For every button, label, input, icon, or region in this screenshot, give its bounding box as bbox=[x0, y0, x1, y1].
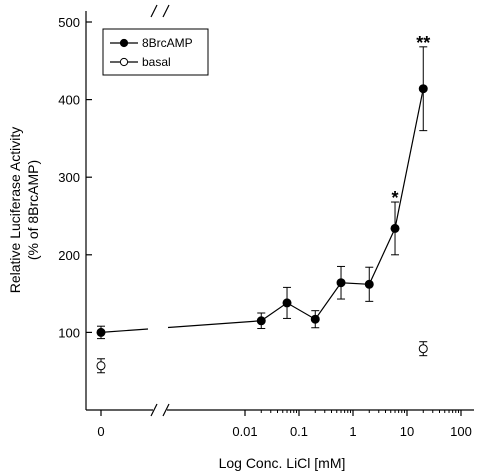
top-axis-break-slash-2 bbox=[162, 4, 170, 18]
axes bbox=[85, 4, 474, 417]
x-axis-ticks: 0 0.01 0.1 1 10 100 bbox=[97, 410, 472, 439]
x-tick-label: 10 bbox=[400, 424, 414, 439]
y-tick-label: 200 bbox=[58, 248, 80, 263]
top-axis-break-slash-1 bbox=[150, 4, 158, 18]
series-8brcamp-point bbox=[336, 278, 346, 288]
series-layer bbox=[96, 46, 428, 374]
y-axis-title-line2: (% of 8BrcAMP) bbox=[25, 160, 41, 260]
legend-8brcamp-label: 8BrcAMP bbox=[142, 36, 193, 50]
y-tick-label: 300 bbox=[58, 170, 80, 185]
series-8brcamp-point bbox=[364, 279, 374, 289]
series-8brcamp-point bbox=[310, 314, 320, 324]
series-8brcamp-point bbox=[96, 327, 106, 337]
x-tick-label: 1 bbox=[349, 424, 356, 439]
y-tick-label: 100 bbox=[58, 325, 80, 340]
series-8brcamp-point bbox=[282, 298, 292, 308]
x-tick-label: 0 bbox=[97, 424, 104, 439]
annotations: *** bbox=[392, 33, 431, 208]
significance-marker: ** bbox=[416, 33, 430, 53]
series-8brcamp-point bbox=[418, 84, 428, 94]
series-basal-point bbox=[418, 344, 428, 354]
series-8brcamp-point bbox=[256, 316, 266, 326]
series-8brcamp-line-segment bbox=[167, 320, 262, 329]
legend-basal-label: basal bbox=[142, 55, 171, 69]
x-axis-title: Log Conc. LiCl [mM] bbox=[219, 455, 346, 471]
x-axis-break-gap bbox=[153, 407, 167, 413]
y-axis-title-line1: Relative Luciferase Activity bbox=[7, 127, 23, 294]
y-tick-label: 500 bbox=[58, 15, 80, 30]
series-8brcamp-line-segment bbox=[100, 328, 149, 333]
top-axis-break-gap bbox=[153, 8, 167, 14]
legend-basal-marker bbox=[119, 57, 129, 67]
x-axis-break-slash-2 bbox=[162, 403, 170, 417]
y-axis-ticks: 100 200 300 400 500 bbox=[58, 15, 92, 340]
x-tick-label: 100 bbox=[450, 424, 472, 439]
legend: 8BrcAMP basal bbox=[102, 28, 209, 76]
series-basal-point bbox=[96, 361, 106, 371]
legend-box bbox=[102, 28, 209, 76]
significance-marker: * bbox=[392, 188, 399, 208]
x-tick-label: 0.01 bbox=[232, 424, 257, 439]
x-tick-label: 0.1 bbox=[290, 424, 308, 439]
legend-8brcamp-marker bbox=[119, 38, 129, 48]
x-axis-break-slash-1 bbox=[150, 403, 158, 417]
y-tick-label: 400 bbox=[58, 93, 80, 108]
series-8brcamp-point bbox=[390, 223, 400, 233]
